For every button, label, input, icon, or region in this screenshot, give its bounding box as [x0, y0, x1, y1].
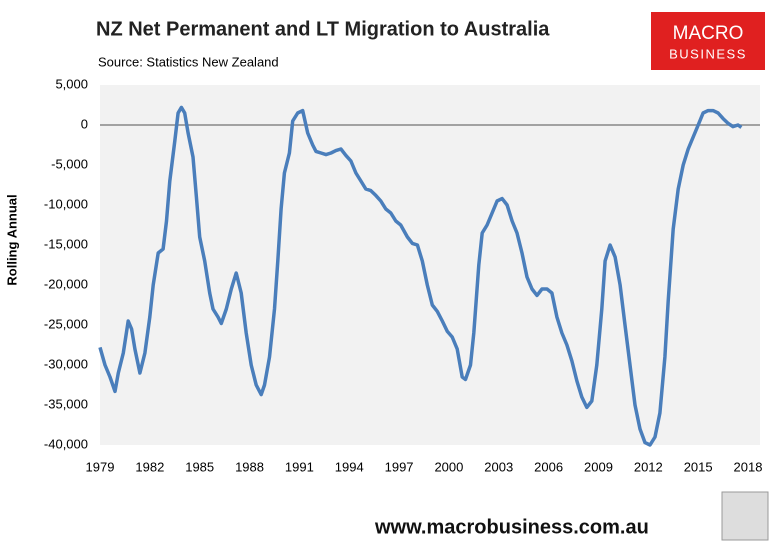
subtitle: Source: Statistics New Zealand	[98, 54, 279, 69]
x-tick-label: 2015	[684, 459, 713, 474]
x-tick-label: 2009	[584, 459, 613, 474]
x-tick-label: 1997	[385, 459, 414, 474]
y-tick-label: 5,000	[55, 76, 88, 91]
x-tick-label: 1985	[185, 459, 214, 474]
logo-text: BUSINESS	[669, 46, 747, 61]
y-tick-label: -40,000	[44, 436, 88, 451]
logo-box	[651, 12, 765, 70]
x-tick-label: 2012	[634, 459, 663, 474]
x-tick-label: 1991	[285, 459, 314, 474]
y-axis-label: Rolling Annual	[4, 194, 19, 285]
y-tick-label: -20,000	[44, 276, 88, 291]
x-tick-label: 2006	[534, 459, 563, 474]
y-tick-label: -15,000	[44, 236, 88, 251]
y-tick-label: -35,000	[44, 396, 88, 411]
y-tick-label: -30,000	[44, 356, 88, 371]
plot-area	[100, 85, 760, 445]
x-tick-label: 2000	[434, 459, 463, 474]
x-tick-label: 2003	[484, 459, 513, 474]
y-tick-label: 0	[81, 116, 88, 131]
y-tick-label: -25,000	[44, 316, 88, 331]
y-tick-label: -10,000	[44, 196, 88, 211]
wolf-icon	[721, 491, 769, 541]
x-tick-label: 1994	[335, 459, 364, 474]
footer: www.macrobusiness.com.au	[374, 516, 649, 538]
x-tick-label: 1988	[235, 459, 264, 474]
data-line	[98, 105, 743, 447]
x-tick-label: 1982	[135, 459, 164, 474]
logo-text: MACRO	[673, 23, 744, 44]
x-tick-label: 2018	[734, 459, 763, 474]
chart-title: NZ Net Permanent and LT Migration to Aus…	[96, 18, 550, 40]
y-tick-label: -5,000	[51, 156, 88, 171]
x-tick-label: 1979	[86, 459, 115, 474]
